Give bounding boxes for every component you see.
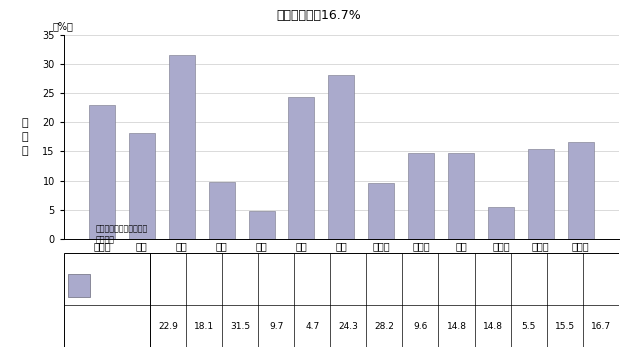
Bar xyxy=(288,97,315,239)
Text: 14.8: 14.8 xyxy=(447,322,466,331)
Text: 国の助成を受けている事
業の割合: 国の助成を受けている事 業の割合 xyxy=(96,224,148,244)
Bar xyxy=(488,207,514,239)
Text: 全分野平均で16.7%: 全分野平均で16.7% xyxy=(277,9,361,22)
Bar xyxy=(408,153,434,239)
Text: 28.2: 28.2 xyxy=(375,322,394,331)
Bar xyxy=(169,55,195,239)
Bar xyxy=(568,141,593,239)
Text: 4.7: 4.7 xyxy=(305,322,319,331)
Bar xyxy=(448,153,474,239)
Text: 9.6: 9.6 xyxy=(413,322,427,331)
Bar xyxy=(89,106,115,239)
Bar xyxy=(249,211,274,239)
Text: 22.9: 22.9 xyxy=(158,322,178,331)
Y-axis label: 実
施
率: 実 施 率 xyxy=(22,118,28,156)
Text: （%）: （%） xyxy=(53,21,73,31)
Bar xyxy=(209,182,235,239)
Bar xyxy=(129,133,155,239)
Text: 18.1: 18.1 xyxy=(194,322,214,331)
Bar xyxy=(528,148,554,239)
Bar xyxy=(368,183,394,239)
Text: 15.5: 15.5 xyxy=(554,322,575,331)
Text: 5.5: 5.5 xyxy=(521,322,536,331)
Text: 14.8: 14.8 xyxy=(482,322,503,331)
Text: 31.5: 31.5 xyxy=(230,322,250,331)
Text: 24.3: 24.3 xyxy=(338,322,358,331)
Text: 9.7: 9.7 xyxy=(269,322,283,331)
Bar xyxy=(329,75,354,239)
Text: 16.7: 16.7 xyxy=(591,322,611,331)
Bar xyxy=(68,273,91,297)
